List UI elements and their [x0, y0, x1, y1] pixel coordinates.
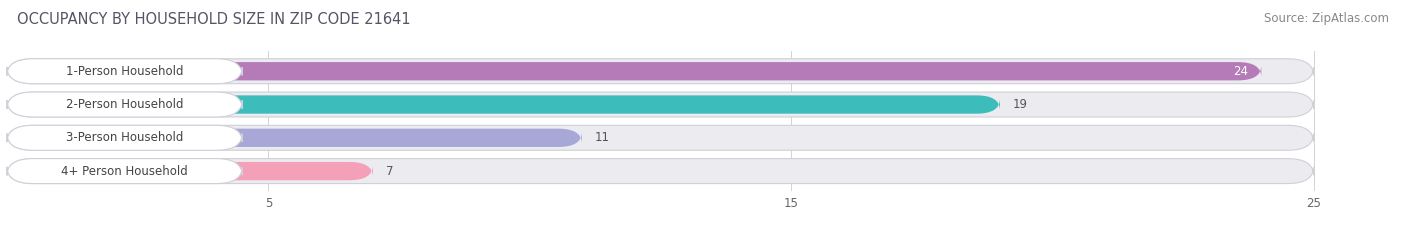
Text: 2-Person Household: 2-Person Household: [66, 98, 183, 111]
Text: 19: 19: [1014, 98, 1028, 111]
FancyBboxPatch shape: [7, 159, 1313, 184]
Text: 3-Person Household: 3-Person Household: [66, 131, 183, 144]
Text: OCCUPANCY BY HOUSEHOLD SIZE IN ZIP CODE 21641: OCCUPANCY BY HOUSEHOLD SIZE IN ZIP CODE …: [17, 12, 411, 27]
FancyBboxPatch shape: [7, 162, 373, 180]
Text: Source: ZipAtlas.com: Source: ZipAtlas.com: [1264, 12, 1389, 25]
Text: 24: 24: [1233, 65, 1249, 78]
FancyBboxPatch shape: [7, 159, 242, 184]
FancyBboxPatch shape: [7, 92, 242, 117]
Text: 4+ Person Household: 4+ Person Household: [62, 164, 188, 178]
FancyBboxPatch shape: [7, 92, 1313, 117]
FancyBboxPatch shape: [7, 59, 242, 84]
FancyBboxPatch shape: [7, 125, 242, 150]
FancyBboxPatch shape: [7, 59, 1313, 84]
Text: 7: 7: [385, 164, 394, 178]
Text: 1-Person Household: 1-Person Household: [66, 65, 183, 78]
FancyBboxPatch shape: [7, 95, 1000, 114]
Text: 11: 11: [595, 131, 610, 144]
FancyBboxPatch shape: [7, 125, 1313, 150]
FancyBboxPatch shape: [7, 129, 582, 147]
FancyBboxPatch shape: [7, 62, 1261, 80]
